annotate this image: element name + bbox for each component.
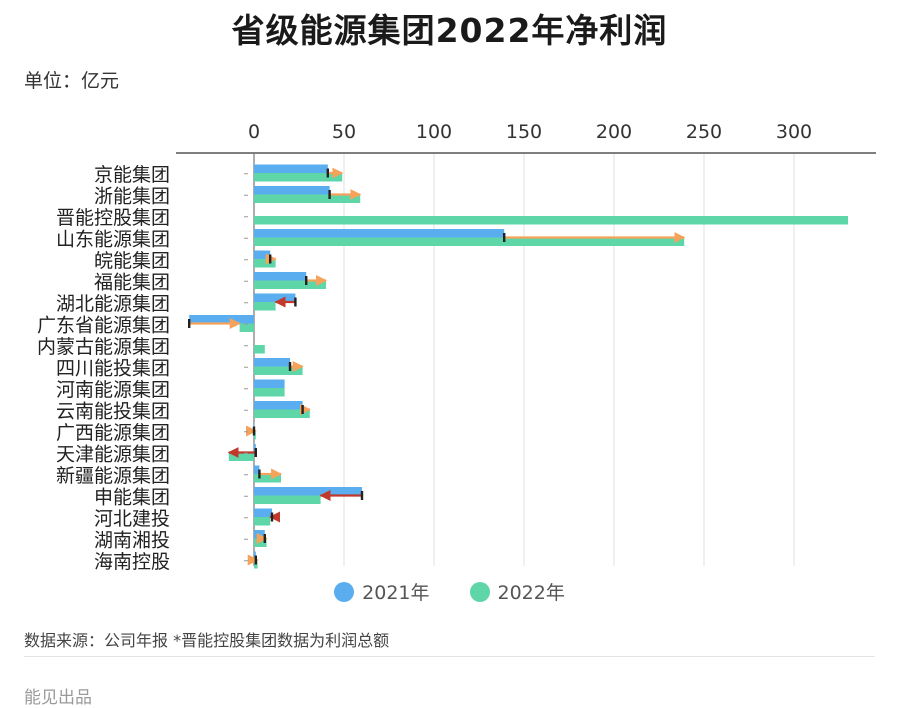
category-label: 湖北能源集团 — [56, 293, 170, 315]
category-label: 广西能源集团 — [56, 422, 170, 444]
bar-2021 — [254, 487, 362, 496]
bar-2022 — [254, 345, 265, 354]
category-label: 浙能集团 — [94, 185, 170, 207]
bar-2022 — [254, 366, 303, 375]
change-arrows — [187, 167, 686, 566]
category-label: 天津能源集团 — [56, 443, 170, 465]
category-label: 福能集团 — [94, 271, 170, 293]
chart-title: 省级能源集团2022年净利润 — [231, 11, 668, 50]
bar-2022 — [254, 259, 276, 268]
bar-2021 — [254, 379, 285, 388]
x-tick-label: 0 — [248, 121, 260, 143]
x-tick-label: 250 — [686, 121, 722, 143]
bar-2022 — [254, 495, 321, 504]
bar-2022 — [254, 216, 848, 225]
category-label: 河北建投 — [94, 508, 170, 530]
category-label: 皖能集团 — [94, 250, 170, 272]
legend-label-2022: 2022年 — [497, 582, 565, 604]
bar-chart: 0 50 100 150 200 250 300 京能集团浙能集团晋能控股集团山东能源集团皖… — [37, 121, 876, 573]
brand-label: 能见出品 — [24, 688, 92, 708]
bar-2021 — [254, 186, 330, 195]
category-label: 晋能控股集团 — [56, 207, 170, 229]
category-label: 四川能投集团 — [56, 357, 170, 379]
bar-2021 — [254, 401, 303, 410]
x-tick-label: 150 — [506, 121, 542, 143]
bar-2022 — [254, 517, 271, 526]
bar-2022 — [228, 452, 254, 461]
category-label: 申能集团 — [94, 486, 170, 508]
bar-2021 — [254, 358, 290, 367]
bar-2021 — [254, 250, 271, 259]
bar-2022 — [254, 173, 343, 182]
category-label: 广东省能源集团 — [37, 314, 170, 336]
category-labels: 京能集团浙能集团晋能控股集团山东能源集团皖能集团福能集团湖北能源集团广东省能源集… — [37, 164, 248, 573]
category-label: 湖南湘投 — [94, 529, 170, 551]
bar-2022 — [254, 474, 281, 483]
x-tick-label: 50 — [332, 121, 356, 143]
category-label: 海南控股 — [94, 551, 170, 573]
bar-2022 — [254, 388, 285, 397]
bar-2021 — [254, 272, 307, 281]
bar-2021 — [254, 530, 265, 539]
x-tick-label: 200 — [596, 121, 632, 143]
x-tick-labels: 0 50 100 150 200 250 300 — [248, 121, 812, 143]
category-label: 新疆能源集团 — [56, 465, 170, 487]
category-label: 内蒙古能源集团 — [37, 336, 170, 358]
category-label: 京能集团 — [94, 164, 170, 186]
bar-2021 — [254, 164, 328, 173]
x-tick-label: 300 — [776, 121, 812, 143]
legend-item-2022: 2022年 — [469, 578, 565, 605]
bar-2021 — [254, 293, 296, 302]
legend-swatch-2022 — [469, 581, 490, 602]
category-label: 云南能投集团 — [56, 400, 170, 422]
x-tick-label: 100 — [416, 121, 452, 143]
bar-2021 — [254, 465, 260, 474]
bar-2022 — [254, 280, 326, 289]
category-label: 山东能源集团 — [56, 228, 170, 250]
bars — [189, 164, 848, 569]
bar-2021 — [254, 229, 505, 238]
bar-2021 — [254, 508, 272, 517]
legend-item-2021: 2021年 — [334, 578, 430, 605]
legend-swatch-2021 — [334, 581, 355, 602]
bar-2022 — [254, 302, 276, 311]
bar-2022 — [254, 194, 361, 203]
bar-2022 — [254, 237, 685, 246]
divider — [24, 656, 875, 657]
unit-label: 单位：亿元 — [24, 70, 120, 92]
legend-label-2021: 2021年 — [362, 582, 430, 604]
bar-2022 — [254, 409, 310, 418]
category-label: 河南能源集团 — [56, 379, 170, 401]
bar-2021 — [189, 315, 254, 324]
bar-2022 — [239, 323, 254, 332]
source-note: 数据来源：公司年报 *晋能控股集团数据为利润总额 — [24, 631, 390, 650]
legend: 2021年 2022年 — [0, 578, 899, 605]
